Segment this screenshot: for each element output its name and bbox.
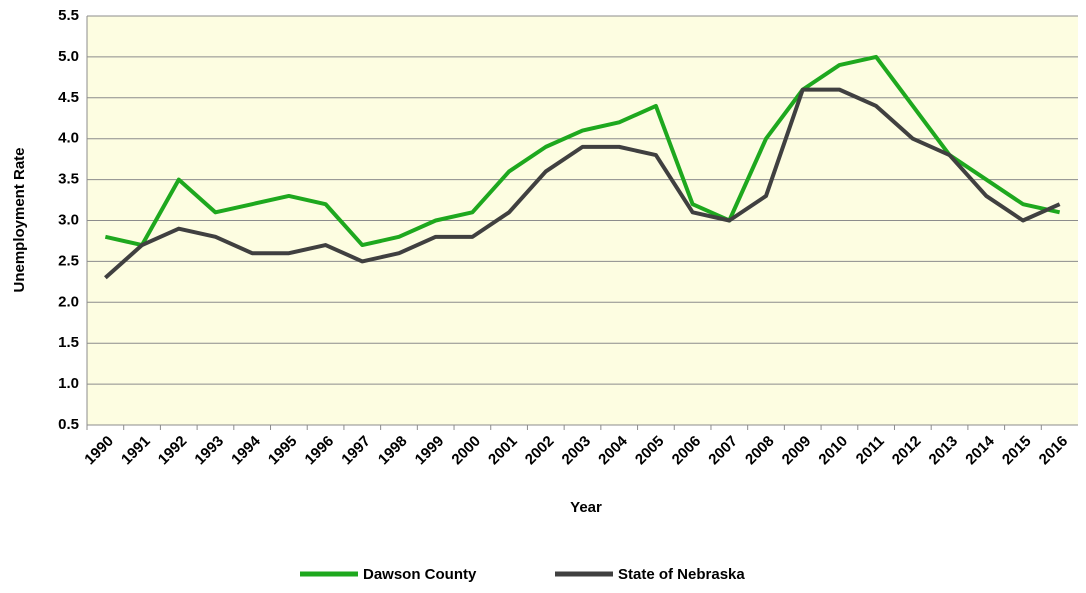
x-tick-label: 1995 bbox=[265, 433, 301, 469]
y-axis-title: Unemployment Rate bbox=[11, 147, 28, 292]
x-tick-label: 2010 bbox=[815, 433, 851, 469]
x-tick-label: 2001 bbox=[485, 433, 521, 469]
x-axis-title: Year bbox=[570, 499, 602, 516]
x-tick-label: 1990 bbox=[81, 433, 117, 469]
x-tick-label: 1994 bbox=[228, 432, 264, 468]
x-tick-label: 1993 bbox=[191, 433, 227, 469]
y-tick-label: 4.5 bbox=[58, 89, 79, 106]
legend-label: Dawson County bbox=[363, 566, 477, 583]
x-tick-label: 2009 bbox=[779, 433, 815, 469]
line-series bbox=[104, 54, 1061, 248]
x-tick-label: 2002 bbox=[522, 433, 558, 469]
x-tick-label: 1992 bbox=[155, 433, 191, 469]
y-tick-label: 3.0 bbox=[58, 211, 79, 228]
x-tick-label: 2005 bbox=[632, 433, 668, 469]
x-tick-label: 2014 bbox=[962, 432, 998, 468]
x-tick-label: 2008 bbox=[742, 433, 778, 469]
x-tick-label: 2012 bbox=[889, 433, 925, 469]
x-tick-label: 2004 bbox=[595, 432, 631, 468]
y-tick-label: 2.0 bbox=[58, 293, 79, 310]
y-tick-label: 3.5 bbox=[58, 171, 79, 188]
x-tick-label: 1997 bbox=[338, 433, 374, 469]
x-tick-label: 2015 bbox=[999, 433, 1035, 469]
x-tick-label: 1996 bbox=[302, 433, 338, 469]
x-tick-label: 1998 bbox=[375, 433, 411, 469]
line-series bbox=[104, 87, 1061, 280]
x-tick-label: 2013 bbox=[926, 433, 962, 469]
x-tick-label: 2016 bbox=[1036, 433, 1072, 469]
x-tick-label: 2007 bbox=[705, 433, 741, 469]
x-tick-label: 1991 bbox=[118, 433, 154, 469]
y-tick-label: 2.5 bbox=[58, 252, 79, 269]
y-tick-label: 1.5 bbox=[58, 334, 79, 351]
y-tick-label: 0.5 bbox=[58, 416, 79, 433]
x-tick-label: 2000 bbox=[448, 433, 484, 469]
y-tick-label: 4.0 bbox=[58, 130, 79, 147]
x-tick-label: 2006 bbox=[669, 433, 705, 469]
y-tick-label: 5.0 bbox=[58, 48, 79, 65]
x-tick-label: 2003 bbox=[559, 433, 595, 469]
y-tick-label: 5.5 bbox=[58, 7, 79, 24]
legend-label: State of Nebraska bbox=[618, 566, 745, 583]
y-tick-label: 1.0 bbox=[58, 375, 79, 392]
x-tick-label: 2011 bbox=[853, 433, 888, 468]
x-tick-label: 1999 bbox=[412, 433, 448, 469]
